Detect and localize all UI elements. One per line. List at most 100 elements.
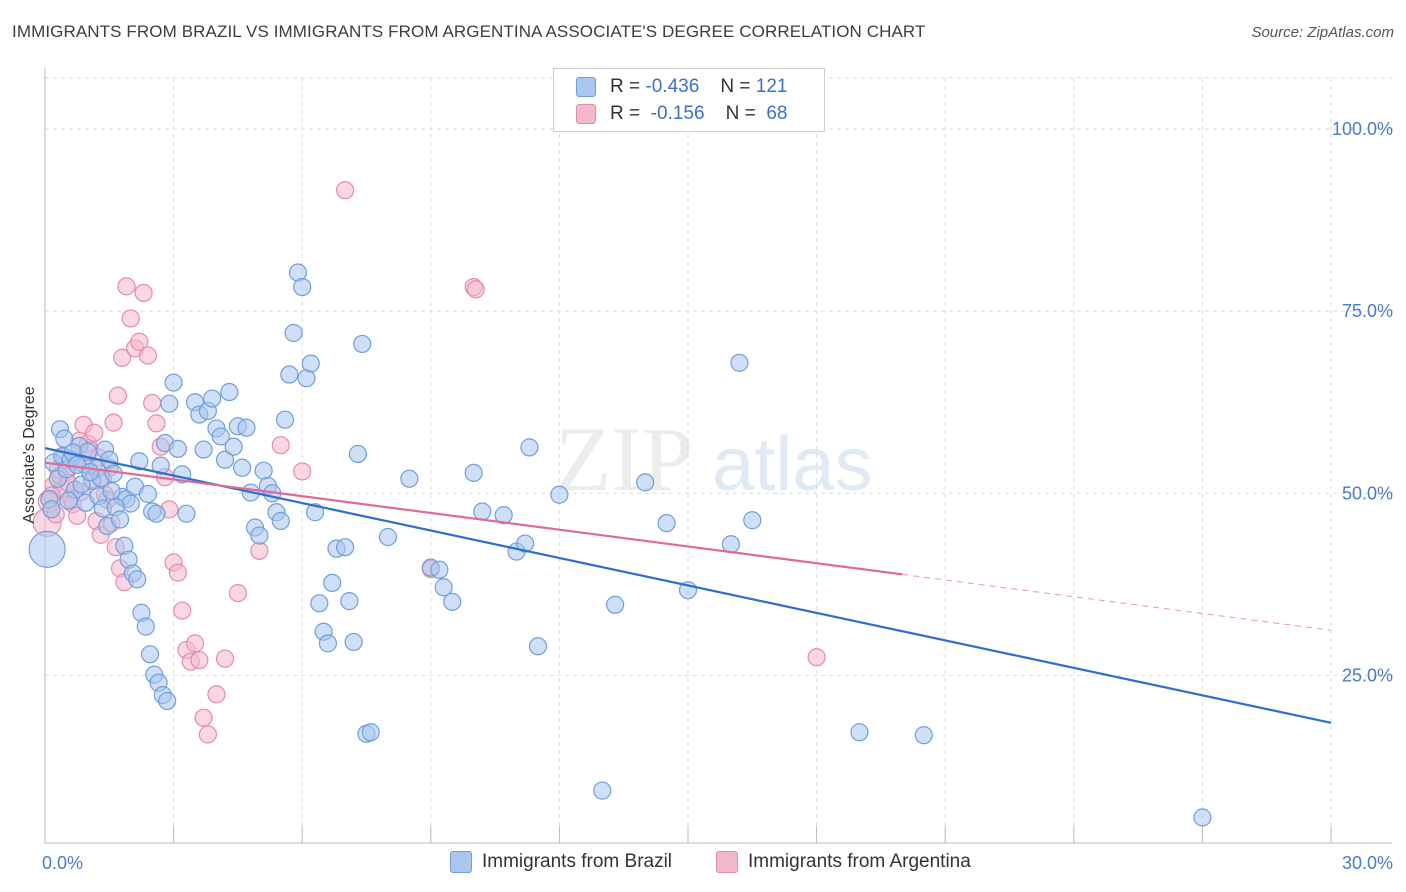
- brazil-point: [1193, 808, 1212, 827]
- argentina-trend-line-extension: [902, 573, 1332, 631]
- brazil-swatch: [576, 77, 596, 97]
- argentina-legend-swatch: [716, 851, 738, 873]
- trend-lines: [44, 447, 1332, 724]
- argentina-point: [185, 634, 205, 653]
- n-label: N =: [725, 103, 756, 124]
- argentina-point: [173, 601, 192, 620]
- brazil-point: [138, 484, 157, 504]
- y-tick-label: 50.0%: [1342, 483, 1393, 503]
- brazil-point: [194, 440, 213, 459]
- brazil-point: [473, 502, 492, 521]
- brazil-point: [128, 570, 147, 589]
- brazil-point: [158, 691, 177, 711]
- y-tick-label: 75.0%: [1342, 301, 1393, 321]
- brazil-point: [211, 427, 230, 446]
- argentina-point: [250, 541, 269, 560]
- legend-item-argentina[interactable]: Immigrants from Argentina: [716, 851, 971, 873]
- argentina-point: [121, 309, 140, 328]
- brazil-point: [102, 482, 121, 501]
- y-tick-label: 100.0%: [1332, 119, 1393, 139]
- brazil-point: [400, 469, 419, 488]
- argentina-swatch: [576, 104, 596, 124]
- n-value: 121: [755, 76, 788, 97]
- argentina-point: [108, 386, 127, 405]
- brazil-point: [215, 450, 235, 469]
- brazil-point: [271, 511, 290, 531]
- brazil-point: [237, 418, 256, 437]
- argentina-point: [466, 280, 485, 299]
- axes: [44, 68, 1392, 844]
- brazil-point: [203, 389, 222, 408]
- brazil-point: [323, 573, 342, 593]
- brazil-point: [528, 637, 548, 656]
- brazil-point: [80, 463, 100, 482]
- argentina-point: [117, 277, 136, 296]
- brazil-point: [378, 527, 398, 547]
- brazil-point: [516, 534, 535, 553]
- watermark: ZIP atlas: [555, 408, 873, 510]
- brazil-point: [140, 645, 160, 664]
- stats-row-brazil: R = -0.436 N = 121: [576, 74, 787, 100]
- brazil-point: [147, 504, 166, 523]
- brazil-point: [224, 437, 243, 456]
- argentina-point: [271, 436, 290, 455]
- argentina-point: [293, 462, 312, 481]
- r-value: -0.156: [650, 103, 705, 124]
- brazil-point: [130, 452, 149, 471]
- brazil-point: [550, 485, 569, 504]
- argentina-point: [143, 393, 162, 413]
- stats-legend: R = -0.436 N = 121 R = -0.156 N = 68: [553, 68, 825, 132]
- watermark-atlas: atlas: [712, 422, 873, 507]
- brazil-point: [636, 473, 655, 492]
- brazil-point: [344, 632, 363, 652]
- r-value: -0.436: [645, 76, 700, 97]
- legend-item-brazil[interactable]: Immigrants from Brazil: [450, 851, 672, 873]
- y-tick-label: 25.0%: [1342, 665, 1393, 685]
- brazil-point: [168, 439, 187, 458]
- brazil-point: [42, 500, 61, 519]
- argentina-point: [138, 346, 157, 365]
- n-value: 68: [766, 103, 788, 124]
- x-tick-label: 0.0%: [42, 853, 83, 873]
- argentina-point: [104, 413, 123, 432]
- brazil-point: [301, 354, 320, 373]
- brazil-point: [657, 514, 676, 533]
- argentina-point: [198, 725, 217, 744]
- brazil-point: [275, 410, 295, 429]
- brazil-point: [280, 365, 299, 384]
- argentina-point: [130, 332, 149, 351]
- argentina-point: [134, 283, 153, 303]
- n-label: N =: [720, 76, 751, 97]
- brazil-point: [340, 592, 359, 611]
- brazil-point: [434, 578, 453, 597]
- brazil-point: [220, 382, 239, 402]
- brazil-point: [59, 491, 78, 510]
- stats-row-argentina: R = -0.156 N = 68: [576, 101, 787, 127]
- brazil-point: [55, 429, 74, 448]
- brazil-point: [110, 510, 130, 529]
- brazil-point: [160, 394, 179, 413]
- brazil-point: [104, 464, 123, 483]
- brazil-point: [254, 461, 273, 480]
- argentina-point: [168, 563, 187, 582]
- brazil-point: [606, 595, 625, 614]
- brazil-point: [430, 560, 449, 579]
- brazil-point: [520, 438, 539, 457]
- argentina-point: [147, 414, 166, 433]
- series-legend: Immigrants from Brazil Immigrants from A…: [0, 851, 1406, 879]
- brazil-point: [494, 506, 513, 525]
- argentina-trend-line: [44, 461, 903, 576]
- argentina-point: [190, 651, 209, 670]
- brazil-legend-swatch: [450, 851, 472, 873]
- watermark-zip: ZIP: [555, 408, 693, 510]
- tick-labels: 25.0% 50.0% 75.0% 100.0% 0.0% 30.0%: [42, 119, 1393, 873]
- brazil-point: [177, 504, 196, 523]
- brazil-point: [250, 526, 269, 545]
- brazil-point: [121, 494, 140, 513]
- brazil-point: [305, 503, 325, 522]
- r-label: R =: [610, 76, 641, 97]
- brazil-point: [348, 444, 368, 464]
- brazil-point: [361, 723, 380, 742]
- argentina-point: [807, 648, 826, 667]
